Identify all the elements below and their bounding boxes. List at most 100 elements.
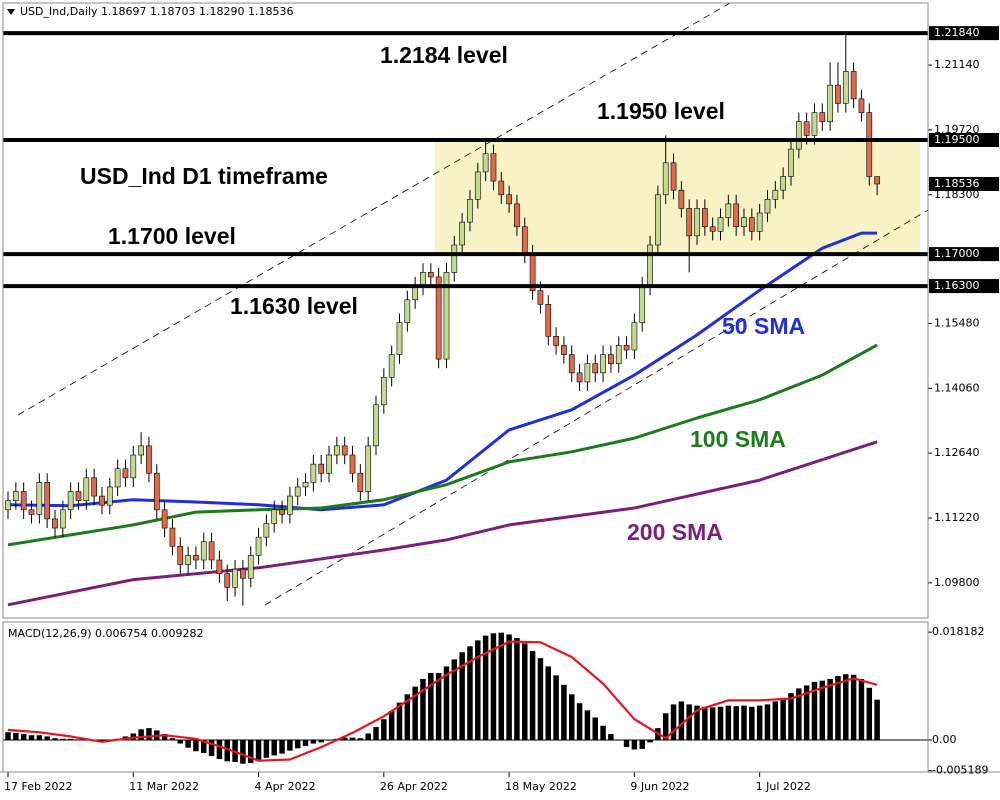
- candle-body: [561, 345, 567, 355]
- macd-bar: [678, 701, 685, 740]
- annotation: 1.1700 level: [108, 223, 236, 249]
- chart-header: USD_Ind,Daily 1.18697 1.18703 1.18290 1.…: [20, 5, 293, 18]
- candle-body: [216, 559, 223, 575]
- x-tick-label: 11 Mar 2022: [129, 780, 199, 793]
- range-zone: [434, 139, 920, 255]
- y-tick-label: 1.21140: [934, 58, 980, 71]
- candle-body: [702, 208, 708, 228]
- candle-body: [146, 445, 152, 474]
- sma-line: [7, 343, 878, 547]
- macd-bar: [874, 699, 880, 740]
- candle-body: [169, 527, 176, 547]
- macd-bar: [553, 675, 559, 740]
- candle-body: [287, 495, 293, 515]
- candle-body: [686, 208, 693, 237]
- macd-bar: [271, 739, 277, 756]
- macd-bar: [201, 739, 207, 754]
- macd-bar: [467, 646, 473, 740]
- macd-bar: [208, 739, 215, 756]
- candle-body: [537, 290, 544, 305]
- candle-body: [521, 226, 528, 255]
- last-price-label: 1.18536: [934, 177, 980, 190]
- candle-body: [20, 491, 27, 511]
- macd-bar: [75, 739, 82, 740]
- candle-body: [748, 217, 755, 232]
- candle-body: [224, 573, 231, 588]
- candle-body: [451, 244, 458, 273]
- candle-body: [12, 491, 19, 501]
- macd-bar: [443, 666, 450, 740]
- macd-bar: [435, 672, 442, 740]
- macd-bar: [44, 736, 50, 740]
- candle-body: [717, 217, 724, 232]
- candle-body: [780, 176, 786, 191]
- macd-bar: [263, 739, 270, 758]
- macd-bar: [694, 705, 700, 740]
- macd-bar: [788, 693, 794, 740]
- macd-bar: [858, 678, 865, 740]
- series-label: 50 SMA: [722, 313, 805, 339]
- candle-body: [866, 112, 873, 177]
- candle-body: [615, 345, 622, 364]
- series-label: 200 SMA: [627, 519, 723, 545]
- annotation: USD_Ind D1 timeframe: [80, 163, 328, 189]
- candle-body: [576, 372, 583, 383]
- macd-bar: [36, 735, 43, 740]
- macd-bar: [561, 684, 567, 740]
- y-tick-label: 1.15480: [934, 317, 980, 330]
- macd-bar: [28, 735, 35, 740]
- zone-layer: [17, 2, 929, 606]
- macd-bar: [161, 734, 168, 740]
- macd-bar: [475, 640, 481, 740]
- macd-bar: [702, 706, 708, 740]
- candle-body: [310, 463, 317, 483]
- sma-line: [7, 440, 878, 607]
- series-label: 100 SMA: [690, 426, 786, 452]
- candle-body: [811, 112, 818, 136]
- candle-body: [114, 468, 121, 488]
- macd-bar: [592, 717, 598, 740]
- candle-body: [404, 299, 411, 323]
- macd-bar: [224, 739, 230, 762]
- level-label: 1.16300: [934, 279, 980, 292]
- x-tick-label: 9 Jun 2022: [630, 780, 689, 793]
- candle-body: [279, 509, 285, 515]
- macd-bar: [709, 707, 716, 740]
- macd-title: MACD(12,26,9) 0.006754 0.009282: [8, 627, 204, 640]
- macd-bar: [146, 728, 152, 740]
- macd-bar: [717, 706, 724, 740]
- macd-bar: [373, 726, 379, 740]
- candle-body: [52, 518, 58, 529]
- candle-body: [482, 153, 489, 173]
- candle-body: [788, 148, 794, 177]
- candle-body: [819, 112, 826, 123]
- candle-body: [200, 541, 207, 561]
- candle-body: [388, 354, 395, 378]
- macd-bar: [545, 666, 552, 740]
- macd-bar: [584, 710, 591, 740]
- macd-bar: [326, 739, 332, 741]
- candle-body: [678, 189, 685, 209]
- candle-body: [592, 363, 599, 374]
- candle-body: [631, 322, 638, 351]
- candle-body: [655, 194, 661, 246]
- candle-body: [733, 203, 740, 228]
- candle-body: [427, 272, 434, 278]
- macd-bar: [428, 672, 434, 740]
- macd-bar: [216, 739, 223, 759]
- macd-bar: [365, 733, 371, 740]
- candle-body: [803, 121, 810, 136]
- macd-bar: [615, 739, 622, 741]
- candle-body: [271, 509, 278, 524]
- candle-body: [725, 203, 732, 218]
- x-tick-label: 1 Jul 2022: [756, 780, 811, 793]
- macd-bar: [310, 739, 317, 744]
- macd-bar: [764, 704, 771, 740]
- candle-body: [474, 171, 481, 200]
- candle-body: [639, 285, 646, 323]
- candle-body: [647, 244, 653, 287]
- candle-body: [396, 322, 403, 355]
- candle-body: [208, 541, 215, 561]
- signal-line: [7, 640, 878, 762]
- macd-bar: [498, 632, 505, 740]
